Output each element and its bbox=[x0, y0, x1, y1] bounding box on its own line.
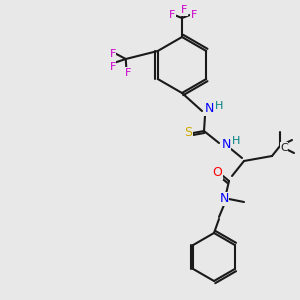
Text: F: F bbox=[169, 10, 175, 20]
Text: F: F bbox=[191, 10, 197, 20]
Text: H: H bbox=[232, 136, 240, 146]
Text: N: N bbox=[219, 193, 229, 206]
Text: F: F bbox=[124, 68, 131, 78]
Text: F: F bbox=[181, 5, 187, 15]
Text: O: O bbox=[212, 167, 222, 179]
Text: H: H bbox=[215, 101, 223, 111]
Text: N: N bbox=[204, 103, 214, 116]
Text: N: N bbox=[221, 137, 231, 151]
Text: C: C bbox=[280, 143, 288, 153]
Text: F: F bbox=[110, 49, 116, 59]
Text: S: S bbox=[184, 127, 192, 140]
Text: F: F bbox=[110, 62, 116, 72]
